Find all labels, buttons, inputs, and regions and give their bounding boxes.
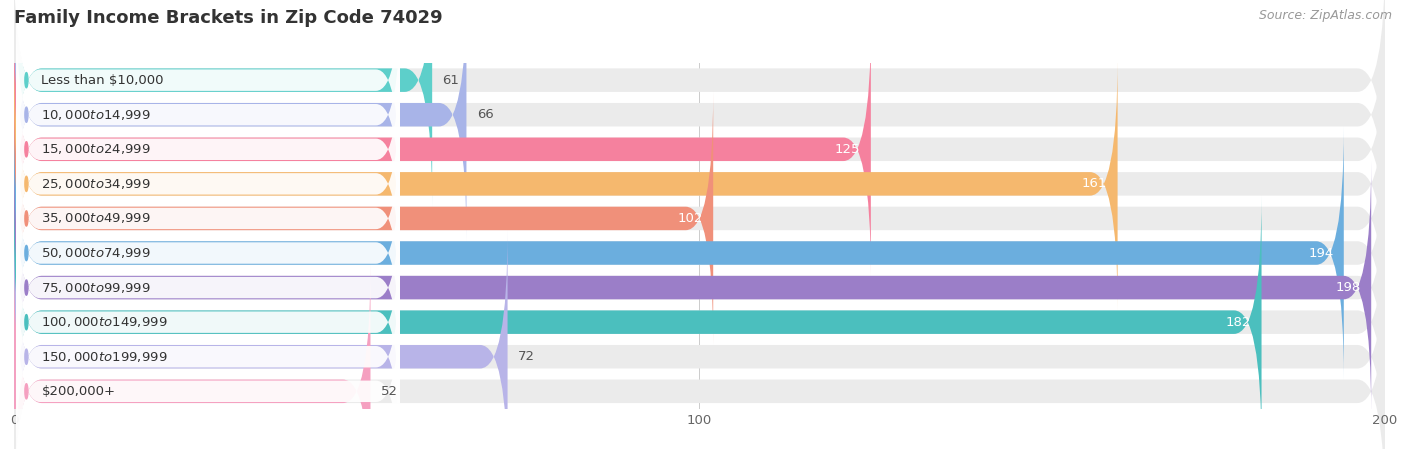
FancyBboxPatch shape	[14, 265, 1385, 449]
FancyBboxPatch shape	[15, 281, 399, 449]
FancyBboxPatch shape	[14, 265, 371, 449]
FancyBboxPatch shape	[14, 161, 1371, 414]
FancyBboxPatch shape	[15, 247, 399, 449]
Text: 66: 66	[477, 108, 494, 121]
Text: 194: 194	[1308, 247, 1333, 260]
Text: 198: 198	[1336, 281, 1361, 294]
FancyBboxPatch shape	[15, 0, 399, 190]
Circle shape	[25, 142, 28, 157]
FancyBboxPatch shape	[14, 127, 1385, 379]
FancyBboxPatch shape	[14, 230, 1385, 449]
FancyBboxPatch shape	[14, 92, 1385, 345]
FancyBboxPatch shape	[15, 108, 399, 329]
Circle shape	[25, 384, 28, 399]
Text: $15,000 to $24,999: $15,000 to $24,999	[42, 142, 152, 156]
FancyBboxPatch shape	[14, 0, 1385, 207]
FancyBboxPatch shape	[15, 4, 399, 225]
FancyBboxPatch shape	[14, 161, 1385, 414]
Text: $10,000 to $14,999: $10,000 to $14,999	[42, 108, 152, 122]
Text: 161: 161	[1083, 177, 1108, 190]
Text: $200,000+: $200,000+	[42, 385, 115, 398]
FancyBboxPatch shape	[14, 196, 1261, 449]
Text: 182: 182	[1226, 316, 1251, 329]
Text: Source: ZipAtlas.com: Source: ZipAtlas.com	[1258, 9, 1392, 22]
FancyBboxPatch shape	[15, 74, 399, 294]
Circle shape	[25, 107, 28, 122]
FancyBboxPatch shape	[14, 230, 508, 449]
FancyBboxPatch shape	[14, 23, 870, 276]
Circle shape	[25, 280, 28, 295]
Text: 102: 102	[678, 212, 703, 225]
Text: $75,000 to $99,999: $75,000 to $99,999	[42, 281, 152, 295]
Circle shape	[25, 349, 28, 364]
FancyBboxPatch shape	[14, 0, 1385, 241]
Circle shape	[25, 211, 28, 226]
FancyBboxPatch shape	[14, 0, 467, 241]
FancyBboxPatch shape	[14, 23, 1385, 276]
FancyBboxPatch shape	[14, 57, 1118, 310]
FancyBboxPatch shape	[14, 92, 713, 345]
Text: 72: 72	[517, 350, 534, 363]
Text: $35,000 to $49,999: $35,000 to $49,999	[42, 211, 152, 225]
FancyBboxPatch shape	[14, 127, 1344, 379]
FancyBboxPatch shape	[14, 0, 432, 207]
Text: $50,000 to $74,999: $50,000 to $74,999	[42, 246, 152, 260]
Text: $150,000 to $199,999: $150,000 to $199,999	[42, 350, 167, 364]
FancyBboxPatch shape	[15, 177, 399, 398]
FancyBboxPatch shape	[14, 196, 1385, 449]
Text: 52: 52	[381, 385, 398, 398]
Text: 61: 61	[443, 74, 460, 87]
Circle shape	[25, 246, 28, 260]
Text: Less than $10,000: Less than $10,000	[42, 74, 165, 87]
Circle shape	[25, 176, 28, 191]
Text: 125: 125	[835, 143, 860, 156]
FancyBboxPatch shape	[15, 39, 399, 260]
Circle shape	[25, 315, 28, 330]
Text: $25,000 to $34,999: $25,000 to $34,999	[42, 177, 152, 191]
FancyBboxPatch shape	[15, 212, 399, 432]
FancyBboxPatch shape	[15, 143, 399, 363]
Text: Family Income Brackets in Zip Code 74029: Family Income Brackets in Zip Code 74029	[14, 9, 443, 27]
Text: $100,000 to $149,999: $100,000 to $149,999	[42, 315, 167, 329]
Circle shape	[25, 73, 28, 88]
FancyBboxPatch shape	[14, 57, 1385, 310]
